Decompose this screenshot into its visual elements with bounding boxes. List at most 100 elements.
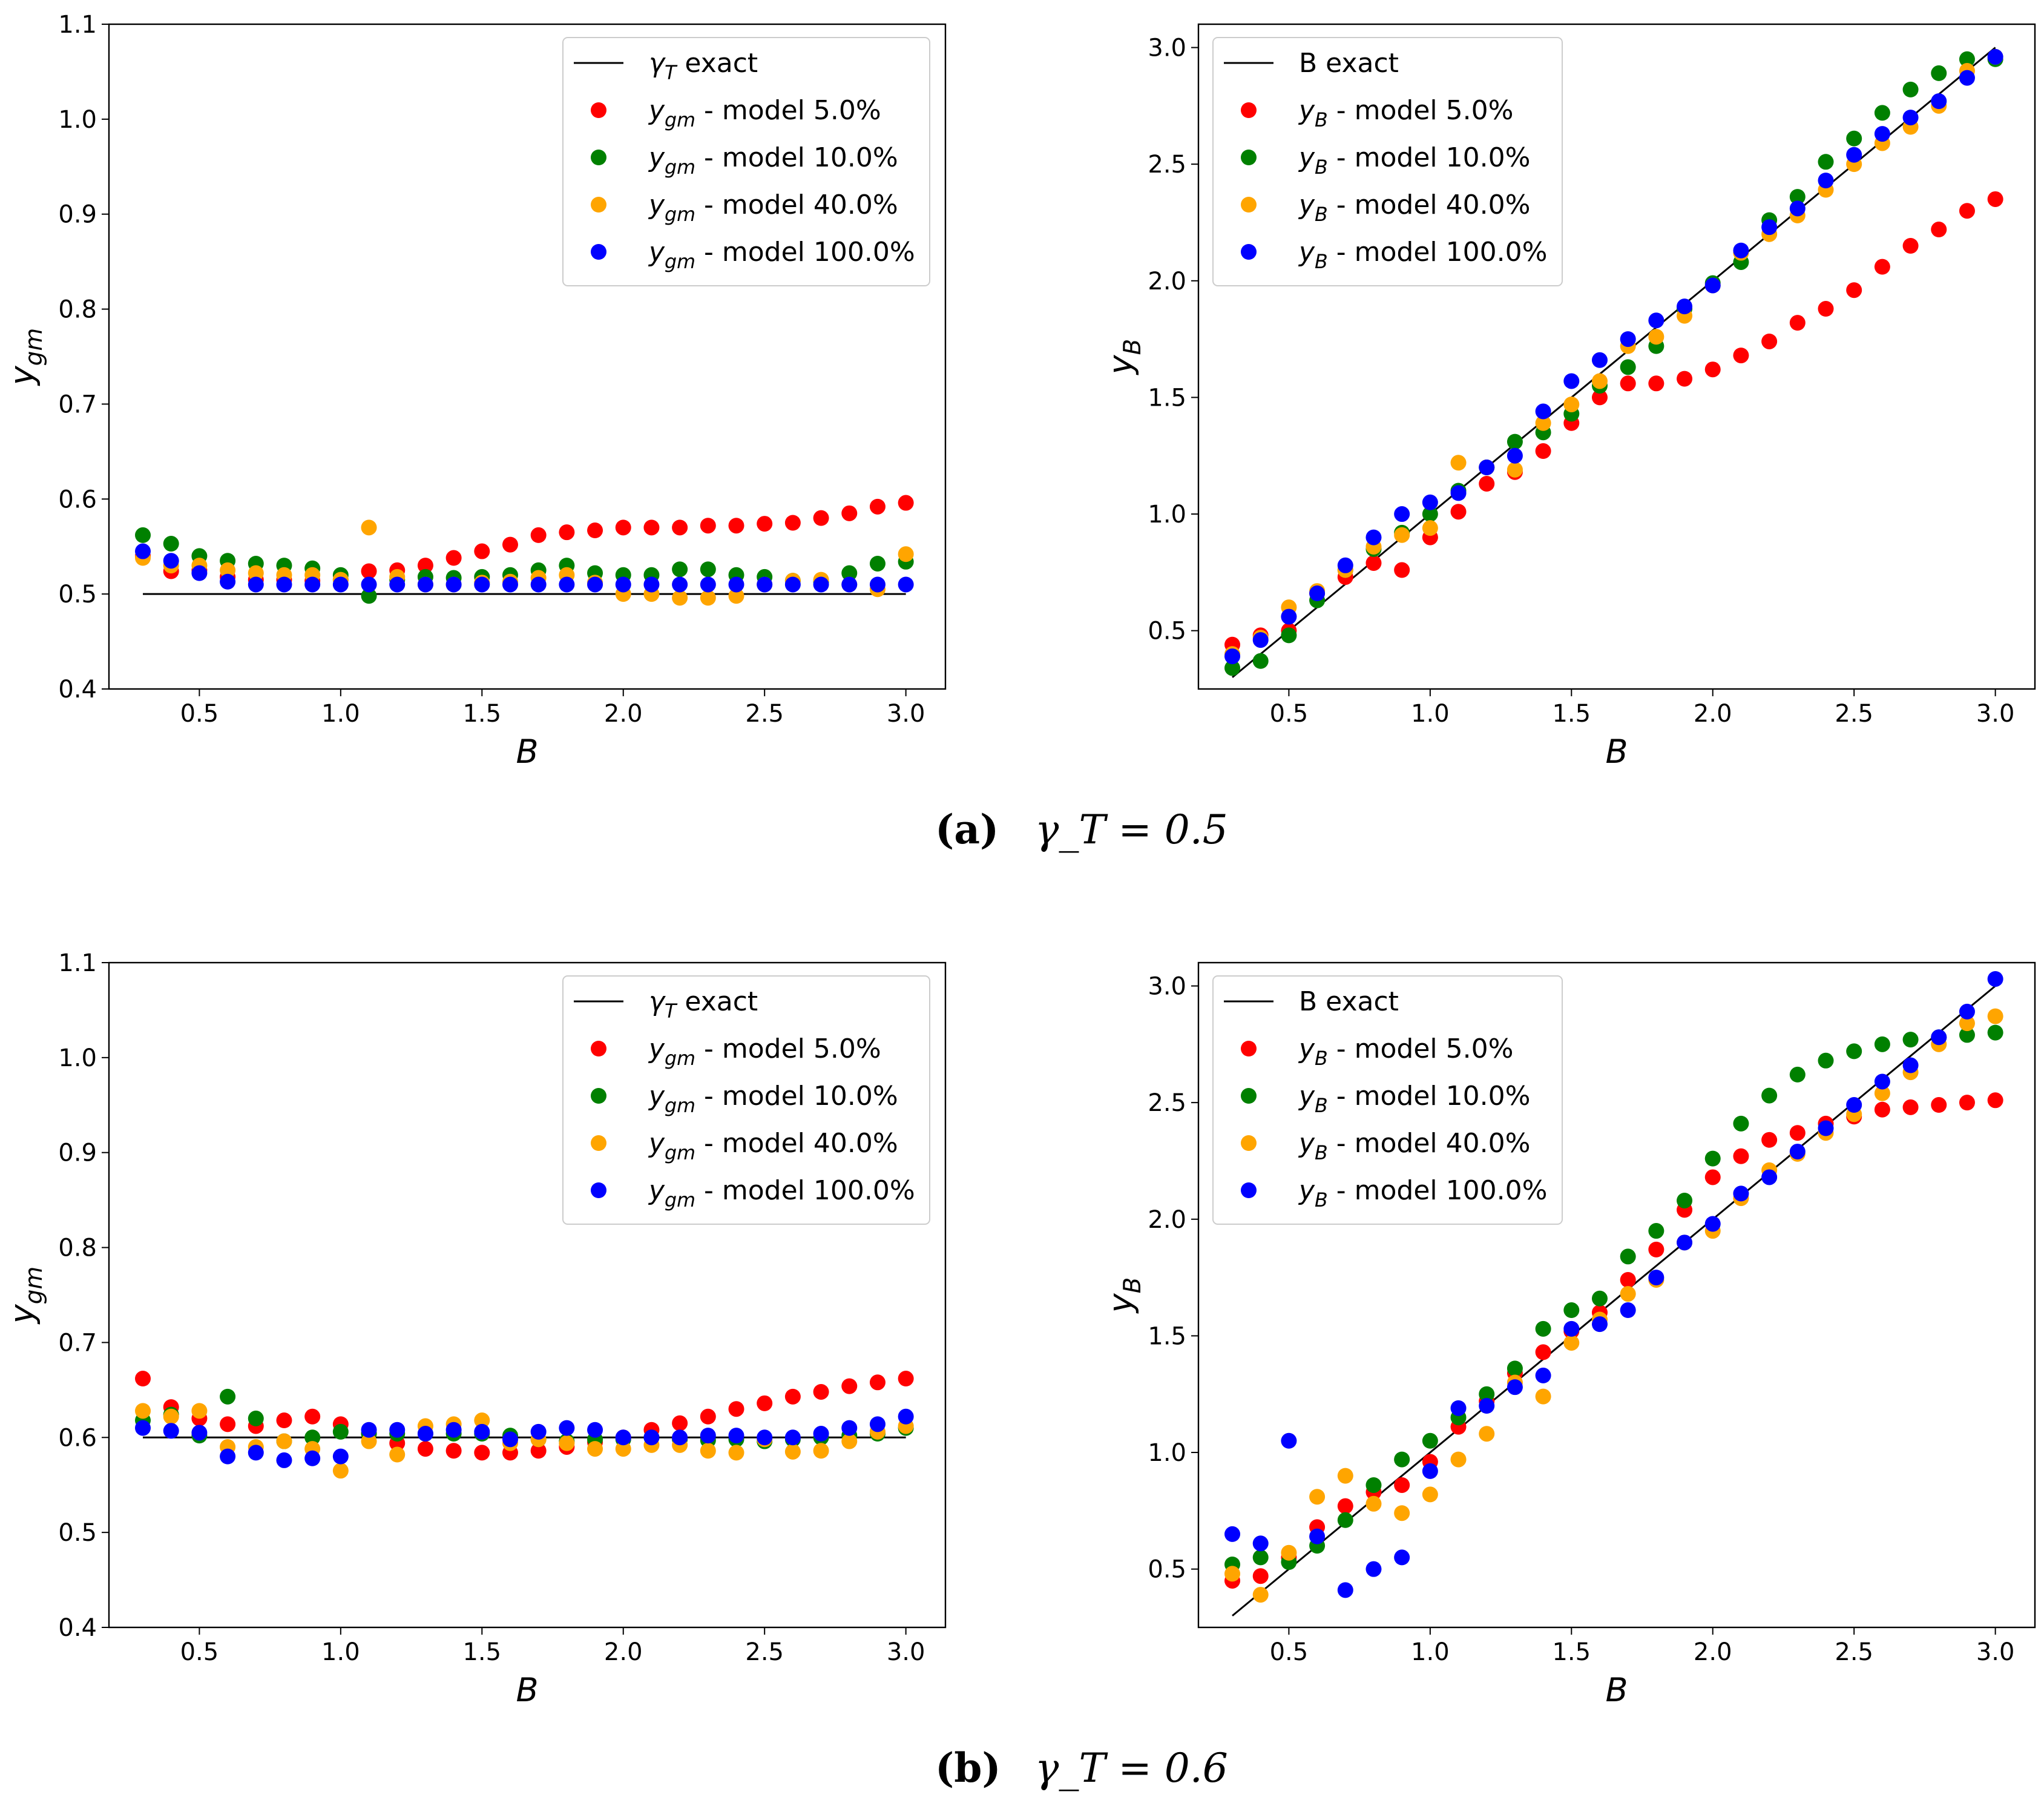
data-point xyxy=(1677,1234,1693,1251)
y-axis-label: yB xyxy=(1102,1277,1146,1314)
data-point xyxy=(1422,1463,1438,1479)
data-point xyxy=(1902,1032,1919,1048)
y-tick-label: 1.1 xyxy=(58,949,97,977)
data-point xyxy=(1365,1495,1382,1512)
legend-box xyxy=(1212,975,1563,1225)
y-axis-label: ygm xyxy=(3,328,48,387)
series-model10 xyxy=(1224,1024,2003,1572)
data-point xyxy=(1648,312,1664,329)
data-point xyxy=(643,519,660,536)
data-point xyxy=(163,553,179,569)
x-tick-label: 3.0 xyxy=(887,700,925,728)
data-point xyxy=(728,518,744,534)
data-point xyxy=(417,558,433,574)
y-tick-label: 2.5 xyxy=(1148,1089,1186,1117)
legend-label: ygm - model 40.0% xyxy=(648,189,898,226)
data-point xyxy=(841,505,858,521)
exact-line xyxy=(1232,47,1996,678)
data-point xyxy=(869,576,886,593)
data-point xyxy=(784,576,801,593)
data-point xyxy=(163,1423,179,1439)
data-point xyxy=(672,519,688,536)
data-point xyxy=(1987,1092,2003,1109)
data-point xyxy=(417,576,433,593)
data-point xyxy=(728,1428,744,1444)
data-point xyxy=(1648,1223,1664,1239)
data-point xyxy=(700,576,716,593)
data-point xyxy=(220,1388,236,1405)
data-point xyxy=(1987,48,2003,65)
data-point xyxy=(1252,632,1269,648)
data-point xyxy=(304,576,321,593)
data-point xyxy=(445,576,462,593)
y-tick-label: 3.0 xyxy=(1148,35,1186,62)
data-point xyxy=(1761,1169,1778,1185)
legend: B exact yB - model 5.0% yB - model 10.0% yB… xyxy=(1212,975,1563,1225)
data-point xyxy=(248,576,264,593)
data-point xyxy=(417,1441,433,1457)
data-point xyxy=(1874,105,1890,121)
legend-marker-swatch xyxy=(591,1182,606,1198)
data-point xyxy=(757,1429,773,1446)
y-tick-label: 0.5 xyxy=(1148,1556,1186,1584)
data-point xyxy=(1591,373,1608,389)
data-point xyxy=(1874,1085,1890,1101)
chart-a-left: 0.5 1.0 1.5 2.0 2.5 3.0 0.4 0.5 0.6 0.7 0.8 0.9 1.0 1… xyxy=(3,11,947,771)
data-point xyxy=(587,1422,603,1438)
legend-marker-swatch xyxy=(1241,244,1257,260)
data-point xyxy=(615,1429,631,1446)
data-point xyxy=(135,527,151,543)
data-point xyxy=(559,576,575,593)
data-point xyxy=(1846,1097,1862,1113)
data-point xyxy=(163,1408,179,1425)
x-tick-label: 1.0 xyxy=(1411,700,1450,728)
x-tick-label: 1.5 xyxy=(462,1638,501,1666)
data-point xyxy=(304,1408,321,1425)
data-point xyxy=(728,576,744,593)
legend: γT exact ygm - model 5.0% ygm - model 10.0… xyxy=(562,37,930,286)
y-tick-label: 1.5 xyxy=(1148,384,1186,412)
data-point xyxy=(1394,1549,1410,1566)
data-point xyxy=(1677,371,1693,387)
data-point xyxy=(1704,1169,1721,1185)
data-point xyxy=(1450,455,1467,471)
data-point xyxy=(1620,359,1636,375)
x-tick-label: 2.0 xyxy=(1694,700,1732,728)
legend-marker-swatch xyxy=(1241,1041,1257,1056)
data-point xyxy=(1931,1097,1947,1113)
data-point xyxy=(445,1443,462,1459)
y-axis-label: ygm xyxy=(3,1267,48,1325)
data-point xyxy=(1563,1334,1580,1351)
data-point xyxy=(1309,1489,1326,1505)
x-tick-label: 1.0 xyxy=(321,1638,360,1666)
data-point xyxy=(1789,315,1806,331)
y-tick-label: 2.0 xyxy=(1148,1206,1186,1234)
data-point xyxy=(1987,1024,2003,1041)
data-point xyxy=(530,1443,547,1459)
x-tick-label: 2.5 xyxy=(1835,1638,1873,1666)
x-tick-label: 0.5 xyxy=(1270,1638,1309,1666)
data-point xyxy=(559,1435,575,1451)
x-tick-label: 3.0 xyxy=(1976,1638,2015,1666)
legend-label: yB - model 5.0% xyxy=(1298,1033,1513,1070)
legend-marker-swatch xyxy=(591,1135,606,1151)
x-tick-label: 0.5 xyxy=(180,700,219,728)
legend: γT exact ygm - model 5.0% ygm - model 10.0… xyxy=(562,975,930,1225)
x-axis-label: B xyxy=(516,733,538,771)
data-point xyxy=(1818,1052,1834,1069)
legend-label: B exact xyxy=(1299,986,1399,1017)
y-tick-label: 0.4 xyxy=(58,676,97,704)
data-point xyxy=(728,588,744,604)
data-point xyxy=(587,522,603,539)
data-point xyxy=(1931,93,1947,110)
data-point xyxy=(841,565,858,581)
y-tick-label: 0.7 xyxy=(58,391,97,418)
y-tick-label: 0.7 xyxy=(58,1329,97,1357)
x-tick-label: 2.0 xyxy=(1694,1638,1732,1666)
data-point xyxy=(1422,506,1438,522)
legend-label: ygm - model 5.0% xyxy=(648,95,881,131)
series-model100 xyxy=(135,543,914,593)
data-point xyxy=(869,555,886,572)
data-point xyxy=(1535,1320,1551,1337)
data-point xyxy=(898,546,914,562)
